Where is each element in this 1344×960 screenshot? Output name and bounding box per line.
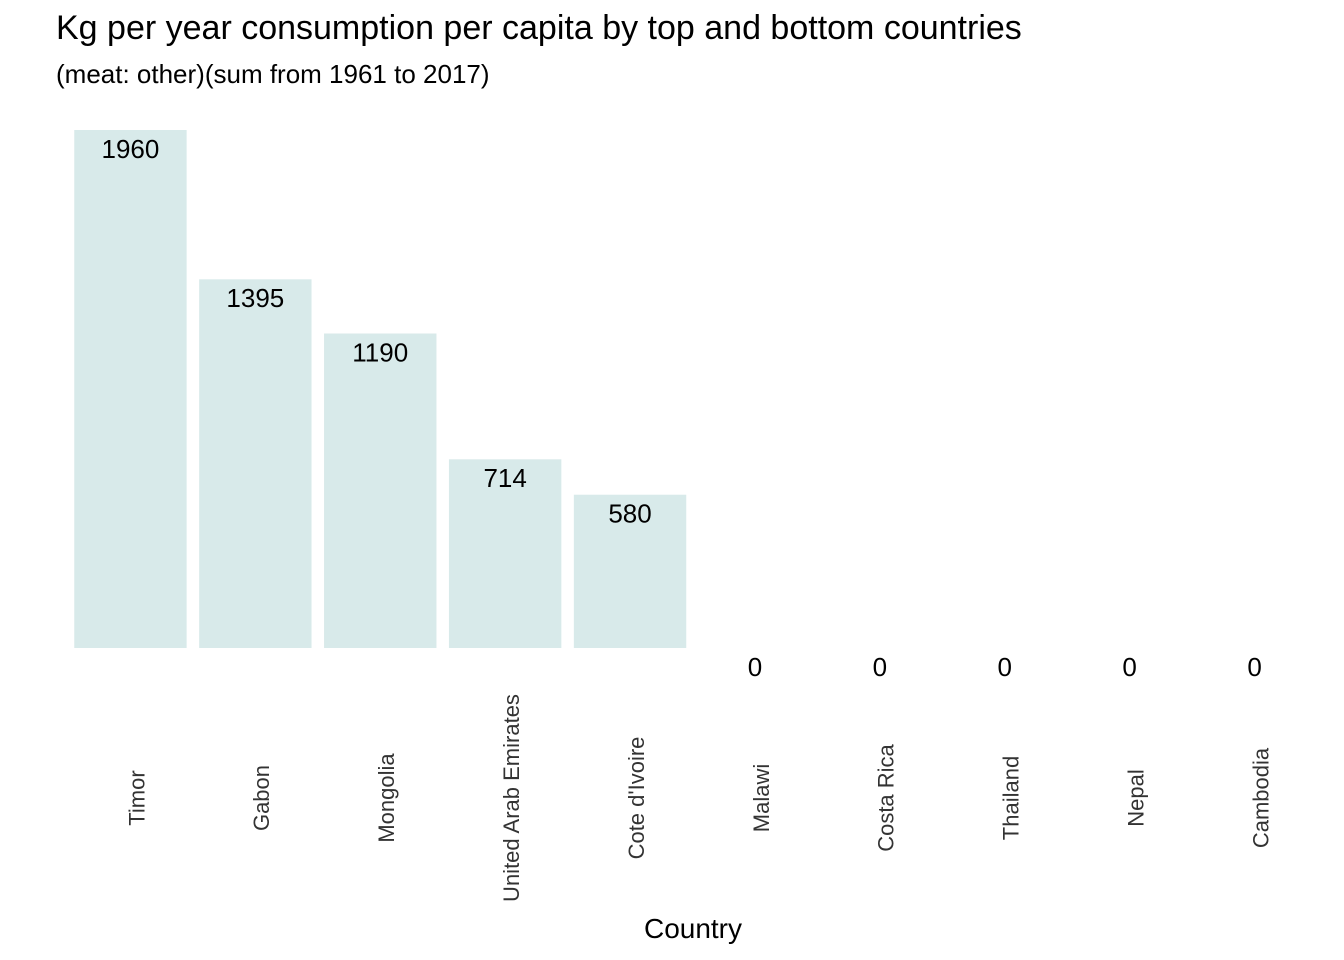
x-tick-label-united-arab-emirates: United Arab Emirates [499, 694, 524, 902]
value-label-cote-d-ivoire: 580 [608, 499, 651, 529]
x-tick-label-nepal: Nepal [1123, 769, 1148, 826]
bar-gabon [199, 279, 312, 648]
value-label-malawi: 0 [748, 652, 762, 682]
bar-united-arab-emirates [448, 459, 562, 648]
x-tick-label-malawi: Malawi [749, 764, 774, 832]
value-label-timor: 1960 [102, 134, 160, 164]
value-labels-layer: 1960 1395 1190 714 580 0 0 0 0 0 [102, 134, 1262, 682]
value-label-mongolia: 1190 [352, 337, 408, 367]
x-tick-label-costa-rica: Costa Rica [874, 743, 899, 851]
bar-timor [74, 130, 187, 648]
chart-title: Kg per year consumption per capita by to… [56, 9, 1022, 47]
bars-layer [74, 130, 687, 648]
x-tick-label-mongolia: Mongolia [374, 753, 399, 843]
x-tick-label-gabon: Gabon [249, 765, 274, 831]
bar-cote-d-ivoire [573, 494, 687, 648]
x-axis-title: Country [643, 913, 743, 944]
x-tick-labels-layer: Timor Gabon Mongolia United Arab Emirates Co… [124, 694, 1273, 902]
value-label-costa-rica: 0 [873, 652, 887, 682]
value-label-gabon: 1395 [226, 283, 284, 313]
x-tick-label-thailand: Thailand [999, 756, 1024, 840]
x-tick-label-timor: Timor [124, 770, 149, 825]
x-tick-label-cambodia: Cambodia [1248, 747, 1273, 848]
chart-subtitle: (meat: other)(sum from 1961 to 2017) [56, 59, 490, 89]
value-label-united-arab-emirates: 714 [483, 463, 526, 493]
x-tick-label-cote-d-ivoire: Cote d'Ivoire [624, 737, 649, 860]
value-label-nepal: 0 [1122, 652, 1136, 682]
value-label-thailand: 0 [998, 652, 1012, 682]
bar-mongolia [324, 333, 437, 648]
value-label-cambodia: 0 [1247, 652, 1261, 682]
